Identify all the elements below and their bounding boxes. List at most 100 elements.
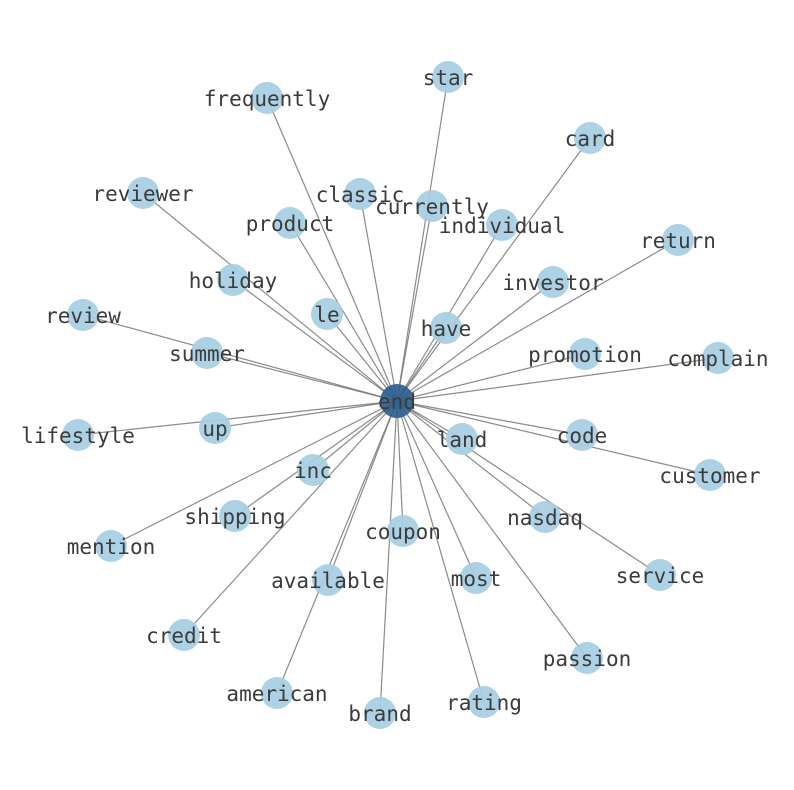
edge-end-classic <box>359 193 398 402</box>
node-american <box>261 677 293 709</box>
edge-end-frequently <box>266 97 398 402</box>
node-inc <box>297 454 329 486</box>
node-label-rating: rating <box>446 691 522 715</box>
labels-layer: end star frequently card reviewer classiccurr… <box>21 66 768 726</box>
edge-end-rating <box>396 400 485 703</box>
node-label-have: have <box>421 317 472 341</box>
node-label-le: le <box>314 303 339 327</box>
node-code <box>566 419 598 451</box>
node-classic <box>344 178 376 210</box>
node-coupon <box>387 515 419 547</box>
edge-end-investor <box>396 281 554 402</box>
node-label-currently: currently <box>375 195 489 219</box>
edge-end-available <box>327 400 398 581</box>
node-lifestyle <box>62 419 94 451</box>
edge-end-complain <box>396 357 719 402</box>
node-label-complain: complain <box>667 347 768 371</box>
node-summer <box>191 337 223 369</box>
node-holiday <box>217 264 249 296</box>
node-shipping <box>219 500 251 532</box>
edge-end-customer <box>396 400 711 476</box>
node-return <box>662 224 694 256</box>
node-star <box>432 61 464 93</box>
node-label-mention: mention <box>67 535 156 559</box>
node-label-classic: classic <box>316 183 405 207</box>
edge-end-lifestyle <box>77 400 398 436</box>
node-label-holiday: holiday <box>189 269 278 293</box>
node-label-customer: customer <box>659 464 760 488</box>
edge-end-summer <box>206 352 398 402</box>
node-label-product: product <box>246 212 335 236</box>
node-label-end: end <box>378 390 416 414</box>
node-customer <box>694 459 726 491</box>
node-review <box>67 299 99 331</box>
edge-end-code <box>396 400 583 436</box>
node-frequently <box>251 82 283 114</box>
edge-end-card <box>396 137 591 402</box>
edge-end-mention <box>110 400 398 547</box>
node-investor <box>537 266 569 298</box>
node-brand <box>364 697 396 729</box>
edge-end-american <box>276 400 398 694</box>
edge-end-star <box>396 76 449 402</box>
node-label-reviewer: reviewer <box>92 182 193 206</box>
edge-end-return <box>396 239 679 402</box>
node-label-most: most <box>451 567 502 591</box>
node-label-summer: summer <box>169 342 245 366</box>
node-label-nasdaq: nasdaq <box>507 506 583 530</box>
edge-end-inc <box>312 400 398 471</box>
node-up <box>199 412 231 444</box>
node-product <box>274 207 306 239</box>
edge-end-le <box>326 313 398 402</box>
node-label-service: service <box>616 564 705 588</box>
node-label-individual: individual <box>439 214 565 238</box>
node-rating <box>468 686 500 718</box>
node-nasdaq <box>529 501 561 533</box>
node-have <box>430 312 462 344</box>
node-land <box>446 423 478 455</box>
node-label-code: code <box>557 424 608 448</box>
node-label-promotion: promotion <box>528 343 642 367</box>
node-mention <box>95 530 127 562</box>
node-label-american: american <box>226 682 327 706</box>
node-label-credit: credit <box>146 624 222 648</box>
node-label-inc: inc <box>294 459 332 483</box>
edge-end-promotion <box>396 353 586 402</box>
edge-end-reviewer <box>142 192 398 402</box>
node-label-brand: brand <box>348 702 411 726</box>
edge-end-nasdaq <box>396 400 546 518</box>
node-label-shipping: shipping <box>184 505 285 529</box>
edge-end-currently <box>396 205 433 402</box>
node-credit <box>168 619 200 651</box>
node-card <box>574 122 606 154</box>
edge-end-most <box>396 400 477 579</box>
node-label-coupon: coupon <box>365 520 441 544</box>
node-available <box>312 564 344 596</box>
node-service <box>644 559 676 591</box>
edge-end-up <box>214 400 398 429</box>
node-label-star: star <box>423 66 474 90</box>
node-label-return: return <box>640 229 716 253</box>
edge-end-service <box>396 400 661 576</box>
node-label-available: available <box>271 569 385 593</box>
node-promotion <box>569 338 601 370</box>
node-reviewer <box>127 177 159 209</box>
nodes-layer <box>62 61 734 729</box>
edge-end-credit <box>183 400 398 636</box>
node-label-land: land <box>437 428 488 452</box>
node-passion <box>571 642 603 674</box>
edge-end-review <box>82 314 398 402</box>
node-label-frequently: frequently <box>204 87 330 111</box>
node-end <box>380 384 414 418</box>
edge-end-product <box>289 222 398 402</box>
edge-end-brand <box>379 400 398 714</box>
edge-end-coupon <box>396 400 404 532</box>
node-label-investor: investor <box>502 271 603 295</box>
node-label-up: up <box>202 417 227 441</box>
node-label-lifestyle: lifestyle <box>21 424 135 448</box>
node-currently <box>416 190 448 222</box>
node-label-card: card <box>565 127 616 151</box>
node-individual <box>486 209 518 241</box>
